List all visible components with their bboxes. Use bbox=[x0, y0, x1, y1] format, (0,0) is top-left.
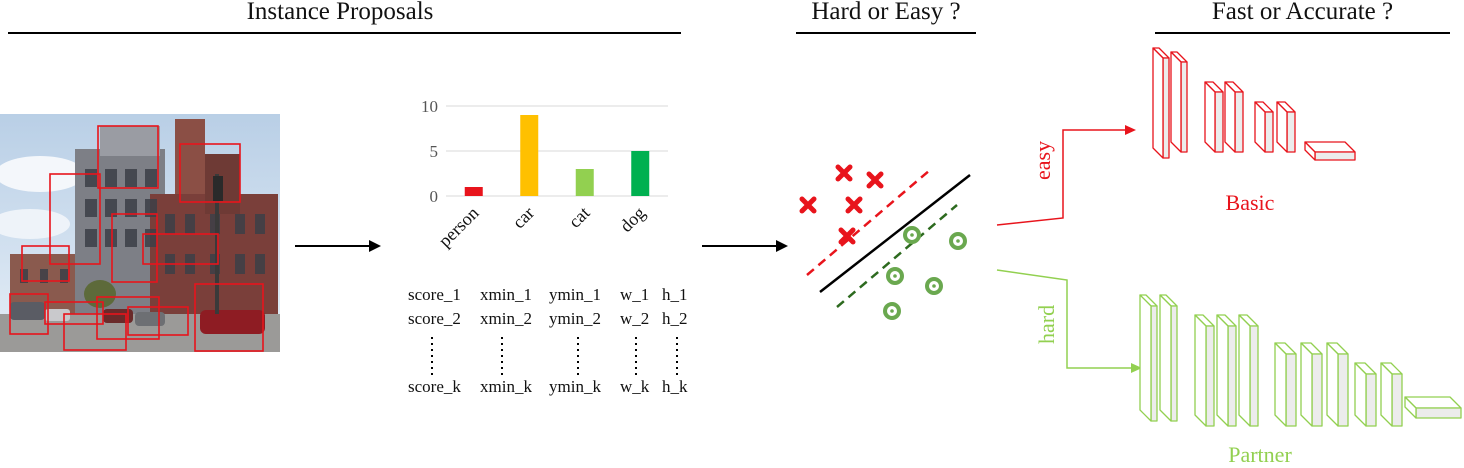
ellipsis-dots bbox=[431, 337, 433, 377]
cross-icon bbox=[799, 196, 817, 214]
network-layer bbox=[1152, 47, 1170, 159]
ellipsis-dots bbox=[577, 337, 579, 377]
ellipsis-dots bbox=[635, 337, 637, 377]
proposal-cell: ymin_2 bbox=[549, 309, 601, 328]
section-rule-hard-or-easy bbox=[796, 32, 976, 34]
network-layer bbox=[1216, 314, 1237, 427]
basic-network-label: Basic bbox=[1225, 190, 1275, 215]
proposal-cell: w_k bbox=[620, 377, 650, 396]
easy-margin-line bbox=[806, 169, 931, 276]
proposal-cell: ymin_k bbox=[549, 377, 601, 396]
circle-icon bbox=[883, 302, 901, 320]
hard-samples bbox=[883, 226, 967, 320]
proposal-cell: xmin_1 bbox=[480, 285, 532, 304]
network-layer bbox=[1254, 101, 1274, 153]
network-layer bbox=[1304, 141, 1356, 161]
arrow-right-icon bbox=[295, 240, 381, 252]
circle-icon bbox=[886, 267, 904, 285]
class-distribution-chart: 0 5 10 person car cat dog bbox=[421, 97, 668, 251]
proposal-cell: score_2 bbox=[408, 309, 461, 328]
x-tick-label: cat bbox=[565, 203, 594, 232]
easy-branch-arrow bbox=[996, 129, 1127, 226]
easy-branch-label: easy bbox=[1030, 140, 1055, 180]
circle-icon bbox=[903, 226, 921, 244]
y-tick-label: 5 bbox=[430, 142, 439, 161]
proposal-cell: h_k bbox=[662, 377, 688, 396]
y-tick-label: 0 bbox=[430, 187, 439, 206]
bar-car bbox=[520, 115, 539, 196]
arrow-right-icon bbox=[702, 240, 788, 252]
decision-boundary-line bbox=[819, 174, 971, 293]
decision-boundary-diagram bbox=[799, 164, 971, 320]
section-rule-fast-or-accurate bbox=[1155, 32, 1450, 34]
network-layer bbox=[1404, 396, 1462, 419]
network-layer bbox=[1326, 342, 1349, 427]
partner-network-diagram bbox=[1139, 294, 1462, 427]
network-layer bbox=[1204, 81, 1224, 153]
proposal-cell: w_1 bbox=[620, 285, 650, 304]
cross-icon bbox=[845, 196, 863, 214]
proposal-cell: h_2 bbox=[662, 309, 688, 328]
network-layer bbox=[1139, 294, 1158, 422]
section-title-fast-or-accurate: Fast or Accurate ? bbox=[1211, 0, 1394, 25]
ellipsis-dots bbox=[501, 337, 503, 377]
proposal-cell: xmin_k bbox=[480, 377, 532, 396]
network-layer bbox=[1274, 342, 1297, 427]
network-layer bbox=[1159, 294, 1178, 422]
hard-margin-line bbox=[836, 204, 958, 308]
network-layer bbox=[1224, 81, 1244, 153]
x-tick-label: person bbox=[434, 203, 482, 251]
network-layer bbox=[1300, 342, 1323, 427]
basic-network-diagram bbox=[1152, 47, 1356, 161]
ellipsis-dots bbox=[676, 337, 678, 377]
partner-network-label: Partner bbox=[1228, 442, 1292, 467]
proposal-cell: xmin_2 bbox=[480, 309, 532, 328]
network-layer bbox=[1354, 362, 1377, 427]
y-tick-label: 10 bbox=[421, 97, 438, 116]
network-layer bbox=[1194, 314, 1215, 427]
network-layer bbox=[1170, 51, 1188, 153]
network-layer bbox=[1380, 362, 1403, 427]
x-tick-label: dog bbox=[616, 203, 649, 236]
proposal-cell: w_2 bbox=[620, 309, 650, 328]
hard-branch-label: hard bbox=[1034, 304, 1059, 344]
x-tick-label: car bbox=[508, 203, 538, 233]
circle-icon bbox=[949, 232, 967, 250]
section-rule-instance-proposals bbox=[8, 32, 681, 34]
proposal-cell: h_1 bbox=[662, 285, 688, 304]
section-title-instance-proposals: Instance Proposals bbox=[246, 0, 434, 25]
branch-arrows bbox=[996, 125, 1142, 373]
hard-branch-arrow bbox=[996, 269, 1133, 369]
bar-cat bbox=[575, 169, 594, 196]
proposal-cell: ymin_1 bbox=[549, 285, 601, 304]
bar-dog bbox=[631, 151, 650, 196]
bar-person bbox=[464, 187, 483, 196]
proposal-cell: score_k bbox=[408, 377, 461, 396]
easy-samples bbox=[799, 164, 884, 245]
cross-icon bbox=[866, 171, 884, 189]
cross-icon bbox=[835, 164, 853, 182]
network-layer bbox=[1276, 101, 1296, 153]
circle-icon bbox=[925, 277, 943, 295]
cross-icon bbox=[838, 227, 856, 245]
section-title-hard-or-easy: Hard or Easy ? bbox=[811, 0, 961, 25]
network-layer bbox=[1238, 314, 1259, 427]
street-scene-image bbox=[0, 114, 280, 352]
proposal-cell: score_1 bbox=[408, 285, 461, 304]
